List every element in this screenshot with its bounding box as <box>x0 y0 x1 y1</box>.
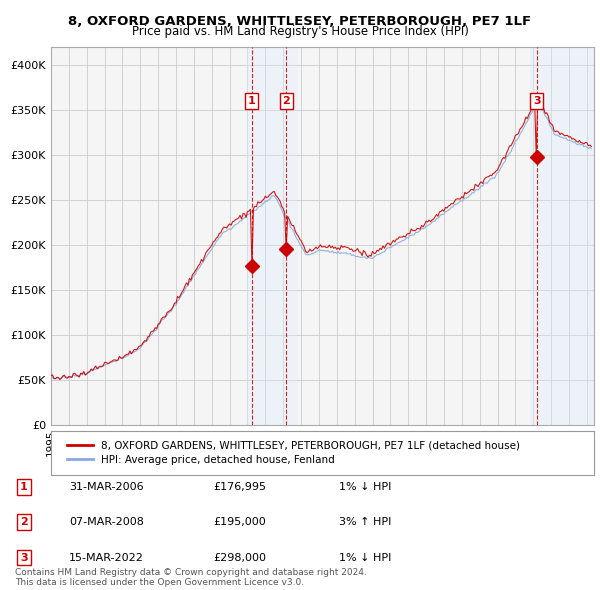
Text: 1: 1 <box>20 482 28 491</box>
Text: £298,000: £298,000 <box>213 553 266 562</box>
Text: 8, OXFORD GARDENS, WHITTLESEY, PETERBOROUGH, PE7 1LF: 8, OXFORD GARDENS, WHITTLESEY, PETERBORO… <box>68 15 532 28</box>
Text: 3% ↑ HPI: 3% ↑ HPI <box>339 517 391 527</box>
Text: Price paid vs. HM Land Registry's House Price Index (HPI): Price paid vs. HM Land Registry's House … <box>131 25 469 38</box>
Text: £195,000: £195,000 <box>213 517 266 527</box>
Text: 31-MAR-2006: 31-MAR-2006 <box>69 482 143 491</box>
Text: 07-MAR-2008: 07-MAR-2008 <box>69 517 144 527</box>
Text: Contains HM Land Registry data © Crown copyright and database right 2024.
This d: Contains HM Land Registry data © Crown c… <box>15 568 367 587</box>
Text: 1% ↓ HPI: 1% ↓ HPI <box>339 553 391 562</box>
Legend: 8, OXFORD GARDENS, WHITTLESEY, PETERBOROUGH, PE7 1LF (detached house), HPI: Aver: 8, OXFORD GARDENS, WHITTLESEY, PETERBORO… <box>62 435 526 470</box>
Text: 3: 3 <box>533 96 541 106</box>
Text: 3: 3 <box>20 553 28 562</box>
Text: £176,995: £176,995 <box>213 482 266 491</box>
Text: 15-MAR-2022: 15-MAR-2022 <box>69 553 144 562</box>
Bar <box>247 47 296 425</box>
Text: 1% ↓ HPI: 1% ↓ HPI <box>339 482 391 491</box>
Text: 1: 1 <box>248 96 256 106</box>
Bar <box>530 47 594 425</box>
Text: 2: 2 <box>283 96 290 106</box>
Text: 2: 2 <box>20 517 28 527</box>
